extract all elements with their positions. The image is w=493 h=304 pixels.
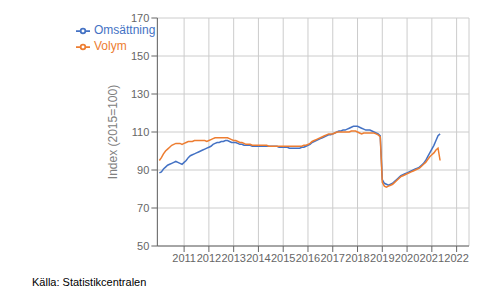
svg-text:2016: 2016 [296, 252, 320, 264]
svg-text:2011: 2011 [172, 252, 196, 264]
svg-text:2018: 2018 [345, 252, 369, 264]
html-text:Omsättning: Omsättning [94, 23, 156, 37]
svg-text:2015: 2015 [271, 252, 295, 264]
svg-text:2022: 2022 [444, 252, 468, 264]
svg-text:150: 150 [131, 50, 149, 62]
svg-text:110: 110 [132, 126, 150, 138]
svg-text:70: 70 [137, 202, 149, 214]
svg-text:130: 130 [131, 88, 149, 100]
svg-text:2020: 2020 [395, 252, 419, 264]
svg-text:90: 90 [137, 164, 149, 176]
svg-text:2013: 2013 [221, 252, 245, 264]
svg-text:Index (2015=100): Index (2015=100) [106, 85, 120, 179]
svg-text:2019: 2019 [370, 252, 394, 264]
svg-text:2014: 2014 [246, 252, 270, 264]
html-text:Volym: Volym [94, 39, 127, 53]
svg-text:2012: 2012 [197, 252, 221, 264]
svg-text:170: 170 [131, 12, 149, 24]
svg-text:2021: 2021 [420, 252, 444, 264]
svg-text:50: 50 [137, 240, 149, 252]
html-text:Källa: Statistikcentralen: Källa: Statistikcentralen [32, 276, 147, 288]
svg-text:2017: 2017 [321, 252, 345, 264]
